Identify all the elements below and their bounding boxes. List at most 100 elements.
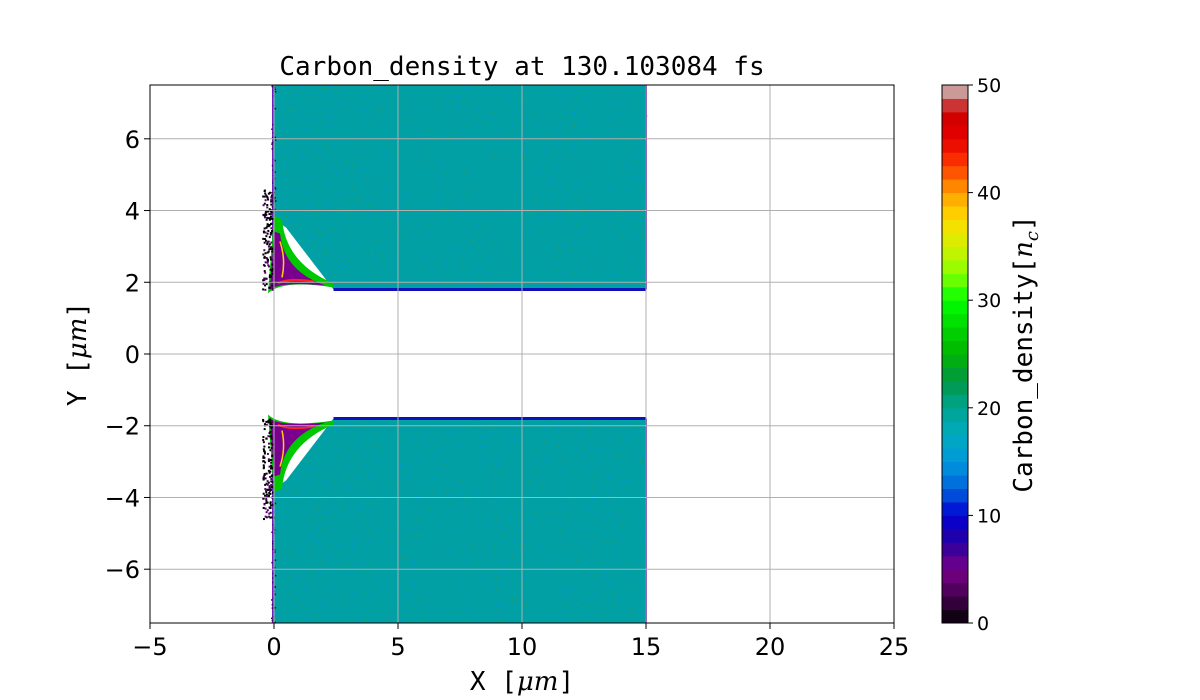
density-speckle — [622, 463, 625, 465]
density-speckle — [563, 617, 566, 619]
ejected-particle — [262, 460, 265, 463]
density-speckle — [475, 151, 478, 153]
density-speckle — [463, 169, 466, 172]
ejected-particle — [272, 201, 275, 204]
density-speckle — [306, 593, 308, 596]
density-speckle — [374, 241, 377, 244]
density-speckle — [580, 163, 582, 165]
density-speckle — [319, 109, 322, 111]
ejected-particle — [262, 420, 265, 423]
density-speckle — [572, 570, 575, 573]
density-speckle — [283, 157, 285, 160]
density-speckle — [609, 198, 611, 200]
density-speckle — [358, 539, 361, 541]
density-speckle — [634, 103, 636, 105]
colorbar-band — [942, 528, 968, 543]
density-speckle — [316, 230, 318, 232]
density-speckle — [345, 161, 347, 164]
density-speckle — [349, 485, 351, 487]
density-speckle — [537, 221, 540, 223]
density-speckle — [320, 527, 322, 530]
density-speckle — [389, 210, 391, 213]
density-speckle — [576, 183, 578, 186]
density-speckle — [285, 216, 287, 218]
density-speckle — [305, 474, 308, 476]
ejected-particle — [264, 252, 267, 255]
density-speckle — [485, 532, 487, 534]
density-speckle — [445, 261, 447, 264]
density-speckle — [595, 175, 597, 177]
density-speckle — [492, 504, 495, 507]
density-speckle — [642, 219, 644, 222]
density-speckle — [297, 90, 299, 93]
density-speckle — [276, 207, 279, 209]
density-speckle — [360, 109, 362, 111]
density-speckle — [315, 448, 317, 451]
ejected-particle — [264, 507, 267, 510]
density-speckle — [605, 435, 608, 438]
density-speckle — [404, 579, 407, 582]
ejected-particle — [270, 459, 273, 462]
density-speckle — [601, 502, 603, 504]
ejected-particle — [266, 225, 269, 228]
ejected-particle — [263, 227, 266, 230]
density-speckle — [507, 444, 509, 447]
ejected-particle — [262, 418, 265, 421]
colorbar-band — [942, 327, 968, 342]
ejected-particle — [271, 269, 274, 272]
ejected-particle — [271, 209, 274, 211]
density-speckle — [412, 569, 415, 571]
ejected-particle — [264, 271, 267, 274]
density-speckle — [465, 602, 468, 604]
density-speckle — [411, 462, 414, 465]
density-speckle — [566, 455, 569, 458]
density-speckle — [360, 542, 362, 545]
density-speckle — [419, 534, 422, 536]
density-speckle — [500, 489, 502, 491]
density-speckle — [444, 282, 447, 285]
ejected-particle — [263, 241, 266, 244]
density-speckle — [611, 207, 614, 210]
density-speckle — [452, 231, 455, 234]
colorbar-band — [942, 165, 968, 180]
ejected-particle — [262, 237, 265, 240]
density-speckle — [402, 95, 405, 97]
density-speckle — [565, 126, 567, 129]
density-speckle — [616, 469, 619, 471]
ejected-particle — [264, 488, 267, 491]
density-speckle — [472, 544, 474, 546]
density-speckle — [482, 184, 484, 187]
density-speckle — [294, 182, 296, 185]
density-speckle — [513, 540, 516, 542]
density-speckle — [313, 572, 316, 574]
density-speckle — [637, 607, 639, 609]
density-speckle — [585, 526, 587, 529]
ejected-particle — [271, 455, 274, 458]
density-speckle — [332, 144, 334, 146]
density-speckle — [481, 460, 483, 463]
x-tick-label: 15 — [631, 633, 662, 661]
density-speckle — [606, 436, 608, 439]
density-speckle — [441, 164, 444, 166]
density-speckle — [640, 461, 642, 464]
density-speckle — [307, 459, 309, 461]
density-speckle — [600, 614, 602, 616]
ejected-particle — [267, 515, 270, 518]
density-speckle — [294, 186, 296, 189]
density-speckle — [323, 605, 326, 607]
density-speckle — [371, 104, 374, 107]
ejected-particle — [265, 195, 268, 198]
density-speckle — [381, 259, 383, 262]
ejected-particle — [270, 198, 273, 201]
density-speckle — [301, 86, 304, 88]
density-speckle — [345, 602, 348, 605]
ejected-particle — [269, 501, 272, 504]
density-speckle — [495, 604, 498, 607]
ejected-particle — [270, 480, 273, 483]
density-speckle — [275, 126, 277, 129]
ejected-particle — [270, 478, 273, 481]
density-speckle — [306, 617, 308, 619]
density-speckle — [554, 576, 556, 578]
density-speckle — [581, 227, 583, 229]
density-speckle — [364, 591, 367, 593]
